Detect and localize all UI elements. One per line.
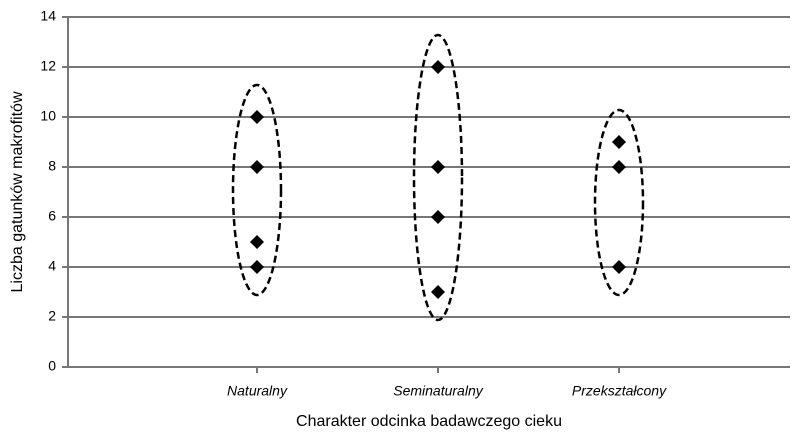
y-tick-label: 8 — [48, 158, 56, 174]
y-tick-label: 12 — [40, 58, 56, 74]
y-tick-label: 2 — [48, 308, 56, 324]
data-point — [250, 160, 264, 174]
group-ellipse — [231, 83, 283, 297]
group-ellipse — [412, 33, 464, 322]
y-tick-label: 4 — [48, 258, 56, 274]
data-point — [250, 235, 264, 249]
data-point — [250, 260, 264, 274]
data-point — [612, 160, 626, 174]
x-tick-label: Przekształcony — [572, 383, 667, 399]
y-tick-label: 14 — [40, 8, 56, 24]
data-point — [250, 110, 264, 124]
y-tick-label: 10 — [40, 108, 56, 124]
data-point — [612, 260, 626, 274]
x-axis-label: Charakter odcinka badawczego cieku — [296, 413, 562, 430]
x-tick-label: Seminaturalny — [393, 383, 483, 399]
data-point — [431, 210, 445, 224]
data-point — [431, 60, 445, 74]
y-axis-label: Liczba gatunków makrofitów — [9, 91, 26, 292]
group-ellipse — [593, 108, 645, 297]
y-tick-label: 0 — [48, 358, 56, 374]
data-point — [612, 135, 626, 149]
x-tick-label: Naturalny — [227, 383, 288, 399]
y-tick-label: 6 — [48, 208, 56, 224]
data-point — [431, 160, 445, 174]
data-point — [431, 285, 445, 299]
